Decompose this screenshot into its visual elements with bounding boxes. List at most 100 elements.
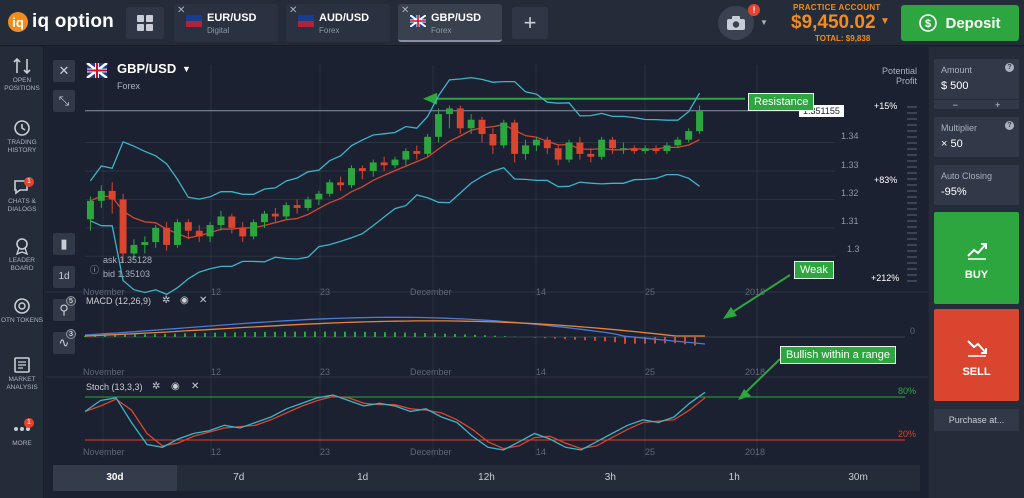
close-tab-icon[interactable]: ✕ (401, 5, 410, 16)
eye-icon[interactable]: ◉ (180, 295, 189, 306)
amount-box[interactable]: Amount ? $ 500 − + (934, 59, 1019, 110)
candle-body (239, 227, 247, 237)
templates-icon: ∿ (58, 335, 70, 350)
sell-button[interactable]: SELL (934, 309, 1019, 401)
close-icon[interactable]: ✕ (199, 295, 208, 306)
asset-name[interactable]: GBP/USD (117, 61, 177, 76)
timeframe-1d[interactable]: 1d (357, 472, 369, 483)
tab-type: Forex (319, 26, 340, 35)
bid-price: bid 1.35103 (103, 269, 151, 279)
chart-area[interactable]: ✕ ⤡ GBP/USD ▼ Forex ▮ 1d ⚲ 5 ∿ 3 ask 1.3… (45, 47, 928, 498)
y-tick: 1.3 (847, 244, 860, 254)
collapse-chart-button[interactable]: ⤡ (53, 90, 75, 112)
tab-gbp-usd[interactable]: ✕ GBP/USD Forex (398, 4, 502, 42)
logo[interactable]: iq iq option (8, 11, 114, 33)
candle-body (619, 148, 627, 150)
time-label: 2018 (745, 447, 766, 457)
timeframe-12h[interactable]: 12h (478, 472, 495, 483)
close-tab-icon[interactable]: ✕ (177, 5, 186, 16)
time-label: December (410, 287, 452, 297)
grid-icon (137, 15, 153, 31)
timeframe-7d[interactable]: 7d (233, 472, 245, 483)
auto-closing-value[interactable]: -95% (941, 186, 967, 198)
tab-aud-usd[interactable]: ✕ AUD/USD Forex (286, 4, 390, 42)
period-button[interactable]: 1d (53, 266, 75, 288)
sidebar-item-open-positions[interactable]: OPEN POSITIONS (0, 57, 44, 92)
account-balance[interactable]: $9,450.02 (791, 12, 876, 33)
indicators-button[interactable]: ▮ (53, 233, 75, 255)
macd-label: MACD (12,26,9) (86, 296, 152, 306)
eye-icon[interactable]: ◉ (171, 381, 180, 392)
close-tab-icon[interactable]: ✕ (289, 5, 298, 16)
purchase-at-button[interactable]: Purchase at... (934, 409, 1019, 431)
sidebar-item-market-analysis[interactable]: MARKET ANALYSIS (0, 356, 44, 391)
multiplier-label: Multiplier (941, 123, 978, 133)
tab-name: GBP/USD (431, 12, 482, 24)
sidebar-item-trading-history[interactable]: TRADING HISTORY (0, 119, 44, 154)
screenshot-button[interactable] (718, 6, 754, 40)
sidebar-item-more[interactable]: MORE (0, 420, 44, 448)
increase-amount-button[interactable]: + (995, 100, 1001, 110)
time-label: 25 (645, 447, 656, 457)
candle-body (511, 122, 519, 154)
decrease-amount-button[interactable]: − (952, 100, 958, 110)
candle-body (467, 119, 475, 129)
buy-button[interactable]: BUY (934, 212, 1019, 304)
candle-body (271, 213, 279, 217)
help-icon[interactable]: ? (1005, 63, 1014, 72)
gear-icon[interactable]: ✲ (152, 381, 161, 392)
time-label: 23 (320, 447, 331, 457)
candle-body (163, 227, 171, 245)
ask-price: ask 1.35128 (103, 255, 153, 265)
candle-body (674, 139, 682, 146)
tab-eur-usd[interactable]: ✕ EUR/USD Digital (174, 4, 278, 42)
multiplier-box[interactable]: Multiplier ? × 50 (934, 117, 1019, 157)
chevron-down-icon[interactable]: ▼ (880, 16, 890, 27)
candle-body (97, 190, 105, 201)
time-label: 14 (536, 367, 547, 377)
chevron-down-icon[interactable]: ▼ (760, 18, 768, 27)
notification-badge: ! (748, 4, 760, 16)
upper-band (89, 76, 701, 200)
sidebar-item-label: TRADING HISTORY (7, 139, 37, 154)
multiplier-value[interactable]: × 50 (941, 138, 963, 150)
amount-input[interactable]: $ 500 (941, 80, 969, 92)
more-badge: 1 (24, 418, 34, 428)
auto-closing-box[interactable]: Auto Closing -95% (934, 165, 1019, 205)
timeframe-bar: 30d 7d 1d 12h 3h 1h 30m (53, 465, 920, 491)
au-flag-icon (298, 15, 314, 27)
sidebar-item-otn-tokens[interactable]: OTN TOKENS (0, 297, 44, 325)
potential-profit-label: Potential Profit (881, 66, 917, 86)
candle-body (337, 182, 345, 186)
candle-body (532, 139, 540, 146)
sidebar-item-leader-board[interactable]: LEADER BOARD (0, 237, 44, 272)
candle-body (358, 168, 366, 171)
close-icon[interactable]: ✕ (191, 381, 200, 392)
stoch-k-line (84, 391, 706, 451)
sidebar-item-chats[interactable]: CHATS & DIALOGS (0, 178, 44, 213)
timeframe-1h[interactable]: 1h (728, 472, 740, 483)
indicator-count-badge: 5 (66, 296, 76, 306)
candle-body (369, 162, 377, 171)
time-label: 23 (320, 287, 331, 297)
positions-icon (13, 57, 31, 75)
chevron-down-icon[interactable]: ▼ (182, 64, 191, 74)
timeframe-30m[interactable]: 30m (848, 472, 868, 483)
candle-body (141, 242, 149, 245)
history-icon (14, 120, 30, 136)
deposit-button[interactable]: $ Deposit (901, 5, 1019, 41)
account-type-label[interactable]: PRACTICE ACCOUNT (793, 3, 881, 12)
chart-type-icon: ▮ (60, 236, 68, 251)
price-chart[interactable] (45, 47, 928, 498)
trophy-icon (15, 238, 29, 255)
help-icon[interactable]: ? (1005, 121, 1014, 130)
timeframe-3h[interactable]: 3h (604, 472, 616, 483)
candle-body (228, 216, 236, 228)
asset-grid-button[interactable] (126, 7, 164, 39)
add-tab-button[interactable]: + (512, 7, 548, 39)
info-icon[interactable]: ⓘ (90, 265, 100, 275)
close-chart-button[interactable]: ✕ (53, 60, 75, 82)
camera-icon (727, 16, 745, 30)
gear-icon[interactable]: ✲ (162, 295, 171, 306)
timeframe-30d[interactable]: 30d (53, 465, 177, 491)
